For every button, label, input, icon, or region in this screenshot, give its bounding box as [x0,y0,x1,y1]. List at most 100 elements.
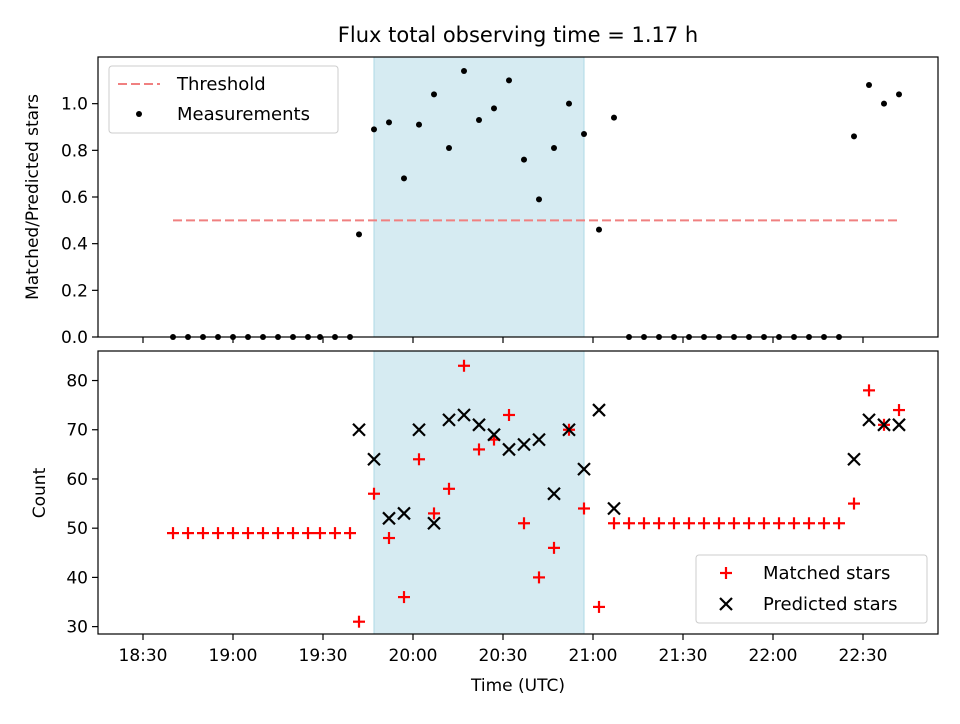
measurement-point-16 [401,175,407,182]
legend-threshold-label: Threshold [176,74,266,95]
measurement-point-13 [356,231,362,238]
predicted-star-point-13 [547,486,561,501]
legend-predicted-marker [719,597,733,611]
matched-star-point-3 [212,527,224,540]
count-y-tick-label-1: 40 [66,568,88,588]
ratio-y-tick-label-5: 1.0 [61,95,88,115]
matched-star-point-24 [518,517,530,530]
measurement-point-47 [866,82,872,88]
predicted-star-point-6 [442,413,456,427]
x-tick-label-7: 22:00 [749,646,798,666]
matched-star-point-42 [788,517,800,530]
matched-star-point-11 [329,527,341,540]
x-tick-label-8: 22:30 [839,646,888,666]
count-y-tick-label-2: 50 [66,519,88,539]
predicted-star-point-5 [427,516,441,531]
matched-star-point-5 [242,527,254,540]
predicted-star-point-19 [862,413,876,427]
matched-star-point-28 [578,502,590,515]
measurement-point-48 [881,100,887,107]
measurement-point-29 [596,226,602,233]
measurement-point-27 [566,100,572,107]
legend-matched-marker [720,567,732,579]
x-tick-label-1: 19:00 [209,646,258,666]
predicted-star-point-17 [607,501,621,516]
x-tick-label-3: 20:00 [389,646,438,666]
measurement-point-49 [896,91,902,98]
matched-star-point-45 [833,517,845,530]
predicted-star-point-20 [877,418,891,432]
count-y-tick-label-0: 30 [66,618,88,638]
predicted-star-point-8 [472,418,486,432]
count-panel: 30 40 50 60 70 80 18:30 19:00 19:30 20:00 20:30 21… [30,350,939,696]
measurement-point-22 [491,105,497,112]
x-tick-label-0: 18:30 [119,646,168,666]
predicted-star-point-0 [352,422,366,437]
count-y-tick-label-3: 60 [66,470,88,490]
matched-star-point-12 [344,527,356,540]
x-axis-label: Time (UTC) [470,676,565,696]
ratio-y-tick-label-1: 0.2 [61,281,88,301]
matched-star-point-25 [533,571,545,584]
measurement-point-15 [386,119,392,126]
matched-star-point-35 [683,517,695,530]
matched-star-point-19 [443,482,455,495]
legend-measurements-label: Measurements [177,104,310,125]
count-y-axis-label: Count [30,467,50,518]
x-tick-label-2: 19:30 [299,646,348,666]
ratio-legend: Threshold Measurements [108,65,339,134]
ratio-panel: 0.0 0.2 0.4 0.6 0.8 1.0 Matched/Predicted sta… [23,56,939,348]
predicted-star-point-11 [517,437,531,452]
matched-star-point-10 [314,527,326,540]
matched-star-point-29 [593,600,605,613]
matched-star-point-38 [728,517,740,530]
predicted-star-point-4 [412,422,426,437]
matched-star-point-49 [893,404,905,417]
matched-star-point-40 [758,517,770,530]
ratio-legend-box [108,65,339,134]
measurement-point-25 [536,196,542,203]
measurement-point-30 [611,114,617,121]
matched-star-point-17 [413,453,425,466]
matched-star-point-7 [272,527,284,540]
ratio-y-tick-label-2: 0.4 [61,235,88,255]
predicted-star-point-7 [457,408,471,422]
matched-star-point-6 [257,527,269,540]
measurement-point-46 [851,133,857,140]
matched-star-point-14 [368,487,380,500]
matched-star-point-8 [287,527,299,540]
predicted-star-point-12 [532,432,546,447]
measurement-point-21 [476,117,482,123]
x-tick-label-6: 21:30 [659,646,708,666]
measurement-point-24 [521,156,527,163]
count-y-tick-label-5: 80 [66,372,88,392]
matched-star-point-21 [473,443,485,456]
legend-predicted-swatch [719,597,733,611]
legend-matched-swatch [720,567,732,579]
measurement-point-28 [581,131,587,137]
count-plot-frame [97,350,939,635]
measurement-point-14 [371,126,377,133]
predicted-star-point-15 [577,462,591,476]
count-y-tick-label-4: 70 [66,421,88,441]
predicted-star-point-14 [562,422,576,437]
matched-star-point-30 [608,517,620,530]
matched-star-point-47 [863,384,875,397]
predicted-star-point-10 [502,442,516,457]
matched-star-point-23 [503,408,515,421]
matched-star-point-33 [653,517,665,530]
predicted-star-point-3 [397,506,411,521]
x-tick-label-5: 21:00 [569,646,618,666]
matched-star-point-18 [428,507,440,520]
matched-star-point-1 [182,527,194,540]
predicted-star-point-1 [367,452,381,467]
matched-star-point-41 [773,517,785,530]
legend-measurements-swatch [136,111,142,117]
ratio-y-tick-label-4: 0.8 [61,141,88,161]
matched-star-point-26 [548,541,560,554]
matched-star-point-0 [167,527,179,540]
observing-span-top [373,56,585,338]
chart-title: Flux total observing time = 1.17 h [338,23,698,47]
measurement-point-26 [551,145,557,151]
